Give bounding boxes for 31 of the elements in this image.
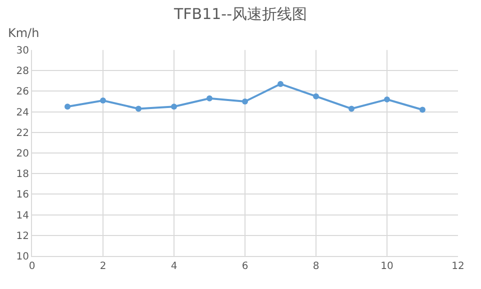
point [100,97,106,104]
y-tick-label: 22 [16,128,29,139]
y-tick-label: 10 [16,252,29,262]
point [420,106,426,113]
x-tick-label: 8 [312,261,320,272]
x-tick-label: 0 [28,261,36,272]
y-tick-label: 20 [16,148,29,160]
x-tick-label: 2 [100,261,106,272]
y-tick-label: 30 [16,46,29,56]
y-tick-label: 28 [16,66,29,78]
y-tick-label: 18 [16,169,29,180]
point [64,104,70,110]
y-tick-label: 24 [16,107,29,118]
point [171,104,177,110]
point [242,98,248,104]
point [278,80,284,87]
point [384,96,390,102]
x-tick-label: 10 [380,261,394,272]
x-tick-label: 6 [242,261,248,272]
chart-title: TFB11--风速折线图 [173,5,307,24]
y-tick-label: 14 [16,210,29,222]
point [206,95,212,102]
y-tick-label: 16 [16,190,29,201]
point [136,106,142,112]
x-tick-label: 12 [452,261,464,272]
x-tick-label: 4 [170,261,178,272]
y-tick-label: 12 [16,230,29,242]
y-axis-title: Km/h [8,26,40,40]
point [348,106,354,112]
y-tick-label: 26 [16,86,29,98]
point [313,93,319,100]
